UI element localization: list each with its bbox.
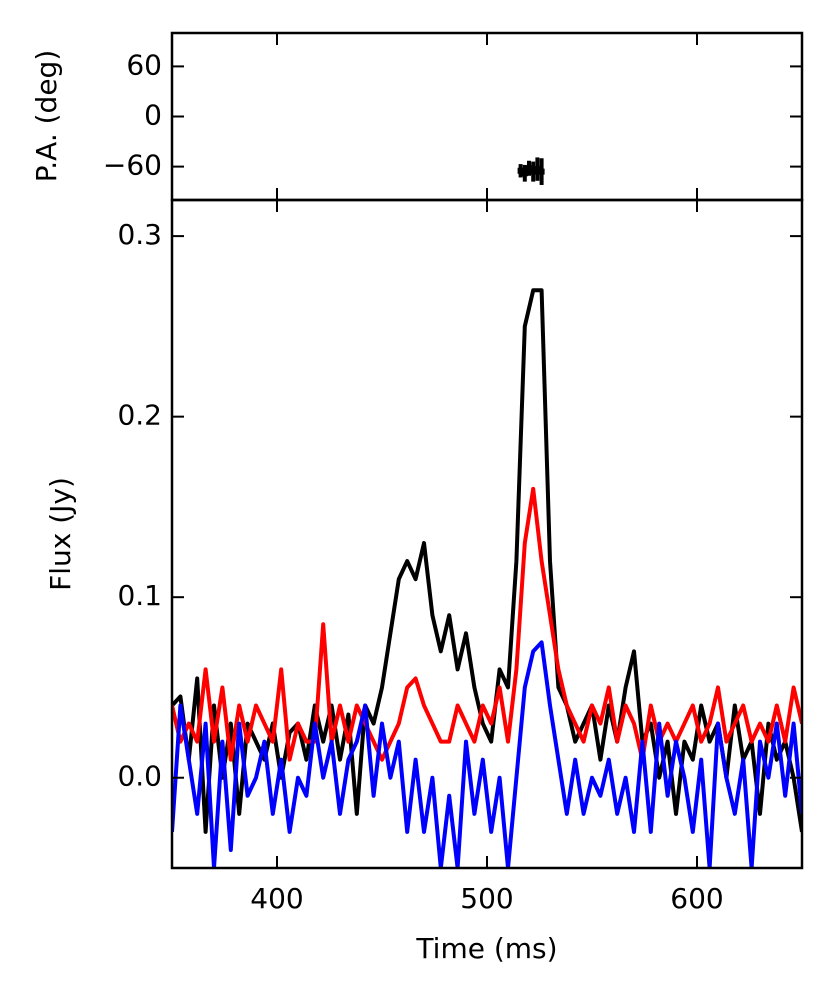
line-series [172,288,802,834]
x-tick-label: 400 [250,882,303,915]
y-tick-label: 0.3 [117,218,162,251]
point [530,168,537,175]
point [534,166,541,173]
x-tick-label: 600 [670,882,723,915]
point [517,167,524,174]
plot-area [517,157,545,185]
y-axis-label: P.A. (deg) [30,50,63,183]
point [526,165,532,172]
x-tick-label: 500 [460,882,513,915]
line-series [172,486,802,762]
y-tick-label: −60 [103,149,162,182]
line-series [172,640,802,868]
point [538,168,545,175]
y-axis-label: Flux (Jy) [44,477,77,591]
y-tick-label: 0 [144,99,162,132]
point [521,170,528,177]
axes-frame [170,198,804,870]
y-tick-label: 0.1 [117,579,162,612]
y-tick-label: 0.0 [117,760,162,793]
x-axis-label: Time (ms) [415,932,557,965]
y-tick-label: 0.2 [117,399,162,432]
axes-frame [170,31,804,202]
plot-area [172,288,802,868]
y-tick-label: 60 [126,48,162,81]
